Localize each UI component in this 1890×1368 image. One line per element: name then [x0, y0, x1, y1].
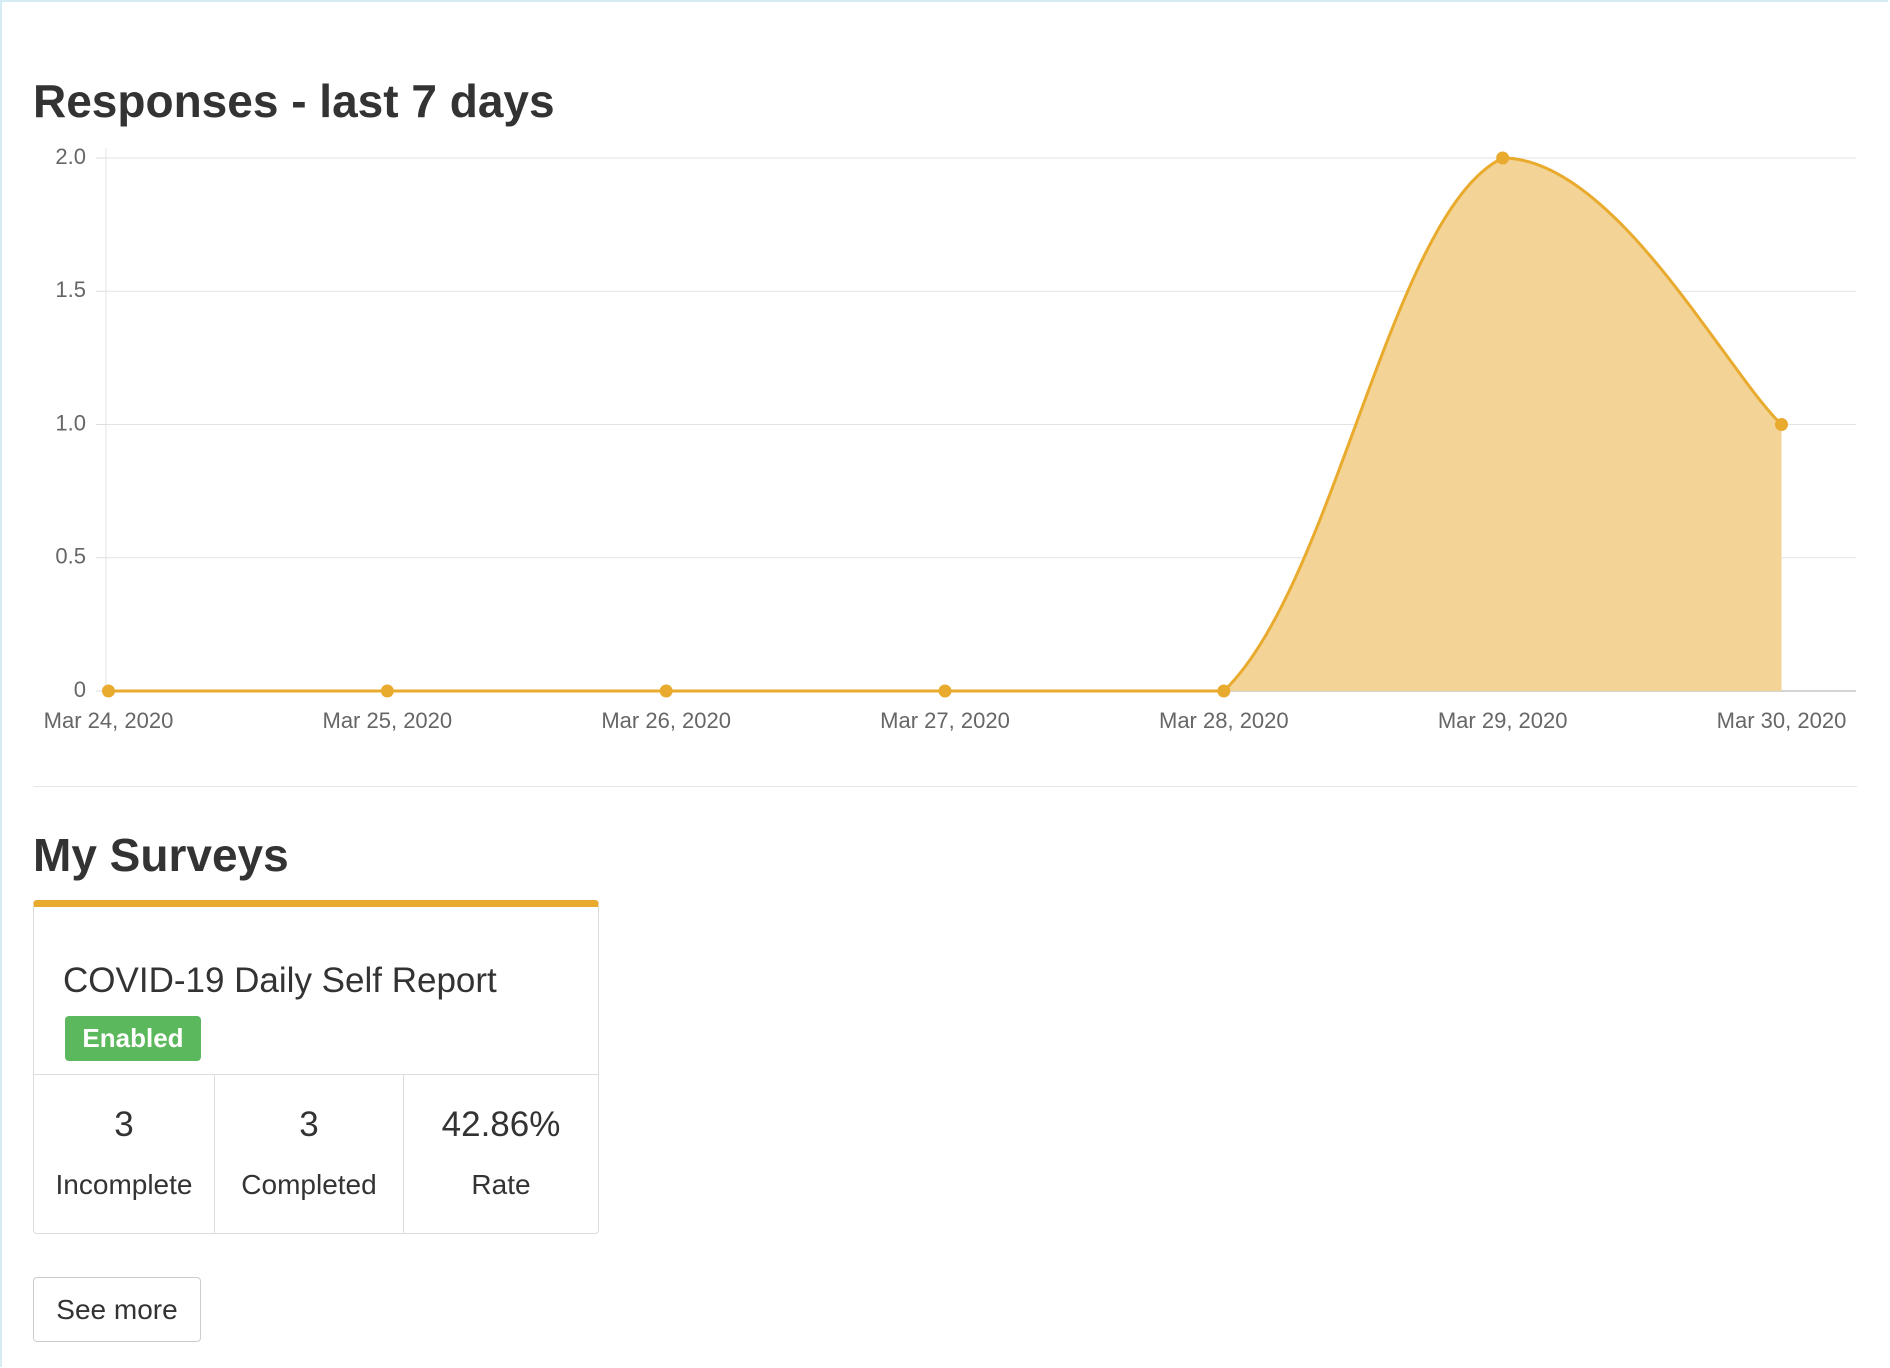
survey-name[interactable]: COVID-19 Daily Self Report: [63, 961, 497, 1000]
x-tick-label: Mar 29, 2020: [1438, 708, 1568, 733]
stat-label: Rate: [471, 1169, 531, 1200]
stat: 42.86% Rate: [404, 1075, 598, 1233]
stat: 3 Incomplete: [34, 1075, 215, 1233]
x-tick-label: Mar 30, 2020: [1717, 708, 1847, 733]
stat-label: Completed: [241, 1169, 377, 1200]
x-tick-label: Mar 24, 2020: [44, 708, 174, 733]
y-tick-label: 0: [74, 677, 86, 702]
point: [1496, 151, 1510, 165]
y-tick-label: 1.5: [55, 277, 86, 302]
point: [1217, 684, 1231, 698]
stat-value: 3: [299, 1105, 319, 1144]
x-tick-label: Mar 25, 2020: [323, 708, 453, 733]
see-more-button[interactable]: See more: [33, 1277, 201, 1342]
x-tick-label: Mar 28, 2020: [1159, 708, 1289, 733]
stat: 3 Completed: [215, 1075, 404, 1233]
separator: [33, 786, 1857, 787]
chart: 0 0.5 1.0 1.5 2.0 Mar 24, 2020 Mar 25, 2020 Mar…: [44, 144, 1856, 733]
y-tick-label: 2.0: [55, 144, 86, 169]
line: [108, 156, 1783, 693]
section-title: My Surveys: [33, 829, 289, 881]
stat-value: 42.86%: [441, 1105, 561, 1144]
chart-title: Responses - last 7 days: [33, 75, 555, 127]
point: [659, 684, 673, 698]
y-tick-label: 0.5: [55, 544, 86, 569]
stats: 3 Incomplete 3 Completed 42.86% Rate: [34, 1074, 598, 1233]
area-fill: [108, 158, 1782, 691]
stat-value: 3: [114, 1105, 134, 1144]
survey-card: COVID-19 Daily Self Report Enabled 3 Inc…: [33, 900, 599, 1234]
point: [380, 684, 394, 698]
point: [1775, 418, 1788, 431]
x-tick-label: Mar 27, 2020: [880, 708, 1010, 733]
point: [938, 684, 952, 698]
status-badge: Enabled: [65, 1016, 201, 1061]
point: [102, 684, 115, 698]
y-tick-label: 1.0: [55, 410, 86, 435]
x-tick-label: Mar 26, 2020: [601, 708, 731, 733]
stat-label: Incomplete: [55, 1169, 193, 1200]
